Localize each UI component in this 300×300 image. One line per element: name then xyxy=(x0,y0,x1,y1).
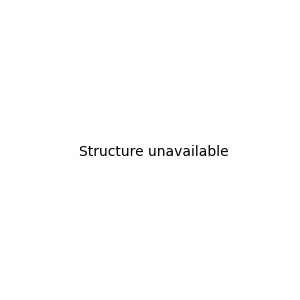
Text: Structure unavailable: Structure unavailable xyxy=(79,145,229,158)
